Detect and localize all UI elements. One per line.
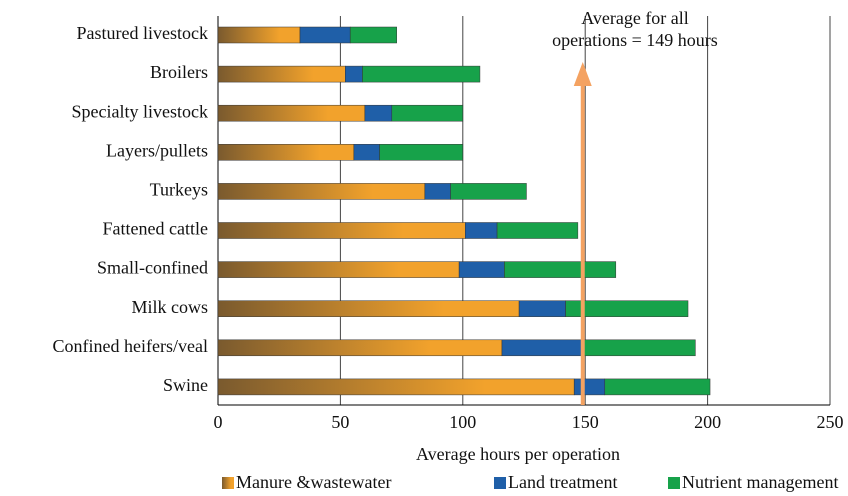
x-axis-label: Average hours per operation (416, 444, 620, 464)
legend-label: Manure &wastewater (236, 472, 391, 492)
y-tick-label: Fattened cattle (103, 219, 208, 239)
bar-segment (217, 26, 301, 44)
x-tick-label: 0 (214, 412, 223, 432)
legend-swatch (668, 477, 680, 489)
x-tick-label: 250 (817, 412, 844, 432)
bar-segment (464, 222, 498, 239)
y-tick-label: Milk cows (132, 297, 209, 317)
legend-label: Land treatment (508, 472, 617, 492)
annotation-text: Average for all (581, 8, 689, 28)
y-tick-label: Specialty livestock (72, 101, 208, 121)
legend-label: Nutrient management (682, 472, 838, 492)
y-tick-label: Small-confined (97, 258, 208, 278)
bar-segment (573, 378, 606, 396)
bar-segment (518, 300, 566, 317)
bar-segment (217, 261, 460, 278)
bar-segment (458, 261, 505, 278)
legend-swatch (494, 477, 506, 489)
y-tick-label: Turkeys (150, 180, 208, 200)
bar-segment (424, 183, 451, 200)
y-tick-label: Swine (163, 375, 208, 395)
bar-segment (345, 65, 363, 83)
bar-segment (217, 339, 503, 357)
bar-segment (217, 183, 426, 200)
bar-segment (583, 339, 696, 357)
bar-segment (217, 222, 466, 239)
bar-segment (501, 339, 585, 357)
annotation-arrowhead (573, 62, 592, 86)
bar-segment (353, 144, 380, 161)
bar-segment (379, 144, 464, 161)
bar-segment (217, 378, 575, 396)
bar-segment (565, 300, 689, 317)
bar-segment (217, 65, 346, 83)
bar-segment (504, 261, 617, 278)
bar-segment (217, 300, 520, 317)
bar-segment (364, 104, 393, 122)
bar-segment (604, 378, 711, 396)
bar-segment (299, 26, 351, 44)
bar-segment (217, 104, 366, 122)
y-tick-label: Pastured livestock (77, 23, 208, 43)
bar-segment (362, 65, 481, 83)
x-tick-label: 100 (449, 412, 476, 432)
bar-segment (349, 26, 397, 44)
x-tick-label: 200 (694, 412, 721, 432)
y-tick-label: Layers/pullets (106, 140, 208, 160)
bar-segment (217, 144, 355, 161)
x-tick-label: 150 (572, 412, 599, 432)
bar-segment (450, 183, 527, 200)
y-tick-label: Confined heifers/veal (53, 336, 208, 356)
bar-segment (391, 104, 464, 122)
annotation-text: operations = 149 hours (552, 30, 718, 50)
bar-segment (496, 222, 579, 239)
x-tick-label: 50 (331, 412, 349, 432)
y-tick-label: Broilers (150, 62, 208, 82)
legend-swatch (222, 477, 234, 489)
